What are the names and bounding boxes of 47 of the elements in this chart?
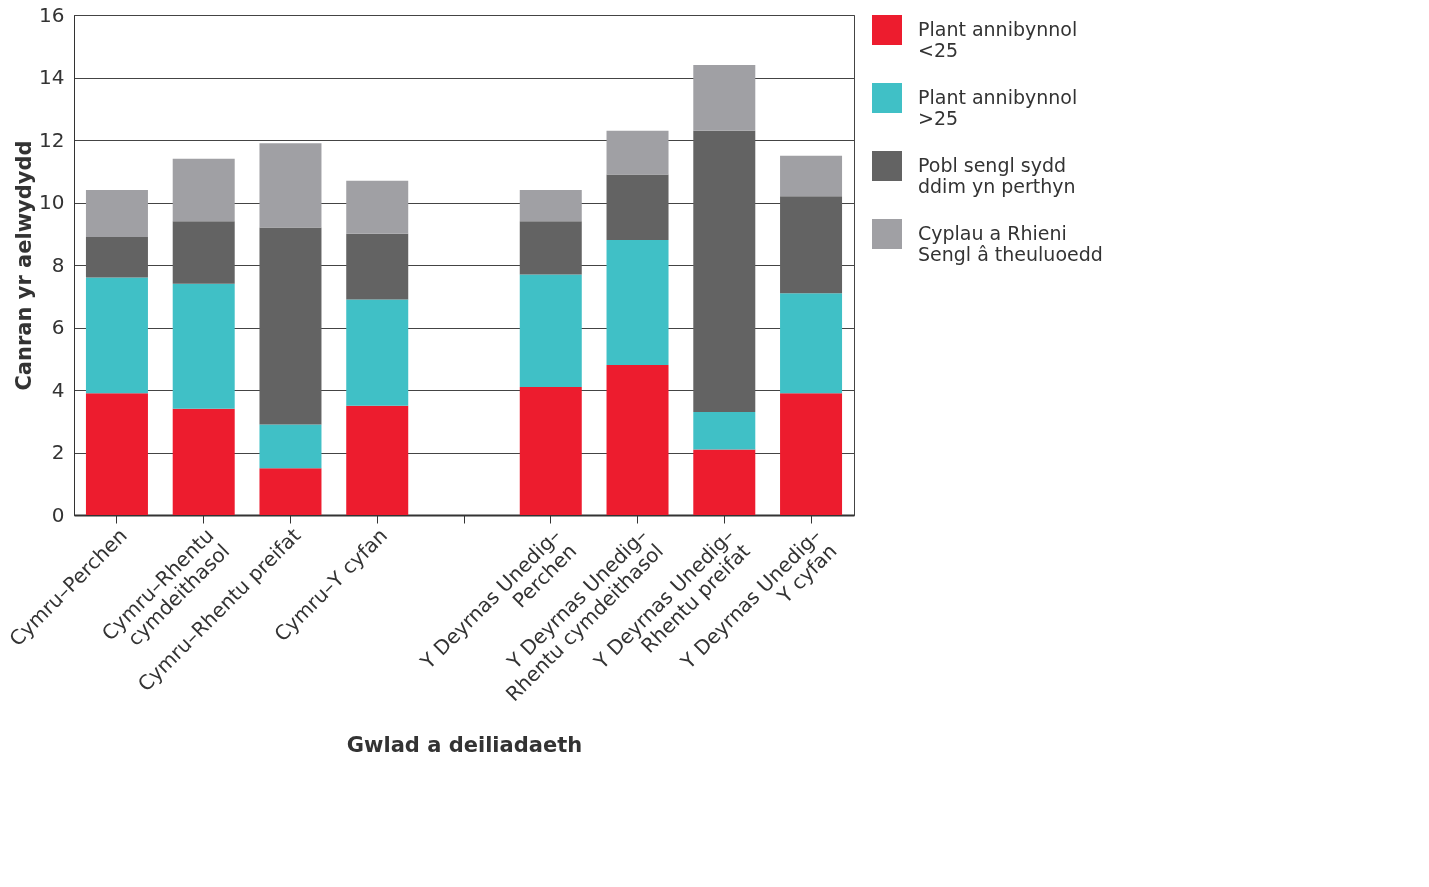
bar [693, 65, 756, 131]
y-axis-title: Canran yr aelwydydd [12, 140, 37, 391]
bar [346, 233, 409, 300]
bar [85, 393, 148, 515]
legend-label: Plant annibynnol >25 [918, 86, 1078, 129]
bar [85, 236, 148, 278]
bar [606, 174, 669, 240]
y-tick-label: 12 [39, 127, 65, 152]
y-tick-label: 8 [51, 252, 65, 277]
x-axis-title: Gwlad a deiliadaeth [346, 733, 583, 758]
bar [259, 424, 322, 469]
y-tick-label: 4 [51, 377, 65, 402]
bar [259, 468, 322, 515]
bar [172, 221, 235, 284]
bar [780, 155, 843, 197]
bar [606, 130, 669, 175]
y-tick-label: 2 [51, 440, 65, 464]
y-tick-label: 14 [39, 65, 65, 89]
bar [519, 221, 582, 275]
bar [693, 449, 756, 515]
bar [519, 386, 582, 515]
bar [346, 405, 409, 515]
bar [780, 393, 843, 515]
legend-label: Pobl sengl sydd ddim yn perthyn [918, 154, 1076, 197]
y-tick-label: 6 [51, 315, 65, 339]
bar [780, 293, 843, 394]
y-tick-label: 0 [51, 502, 65, 527]
bar [780, 196, 843, 294]
bar [519, 274, 582, 387]
bar [259, 143, 322, 228]
bar [172, 158, 235, 222]
bar [85, 190, 148, 237]
bar [346, 299, 409, 406]
legend-label: Cyplau a Rhieni Sengl â theuluoedd [918, 222, 1103, 265]
bar [85, 277, 148, 394]
bar [172, 283, 235, 409]
bar [259, 227, 322, 425]
bar [693, 130, 756, 412]
y-tick-label: 16 [39, 2, 65, 27]
bar [606, 365, 669, 515]
bar [693, 411, 756, 450]
y-tick-label: 10 [39, 190, 65, 214]
bar [519, 190, 582, 222]
bar [172, 408, 235, 515]
bar [606, 240, 669, 365]
legend-label: Plant annibynnol <25 [918, 18, 1078, 61]
bar [346, 180, 409, 234]
